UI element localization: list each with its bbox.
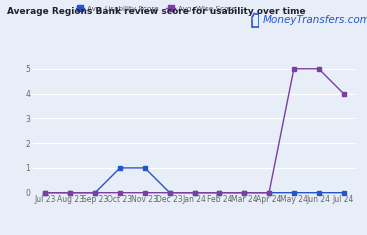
Text: Average Regions Bank review score for usability over time: Average Regions Bank review score for us… [7, 7, 306, 16]
Text: MoneyTransfers.com: MoneyTransfers.com [262, 15, 367, 25]
Legend: Avg. Usability Score, Avg. Wise Score: Avg. Usability Score, Avg. Wise Score [73, 3, 239, 15]
